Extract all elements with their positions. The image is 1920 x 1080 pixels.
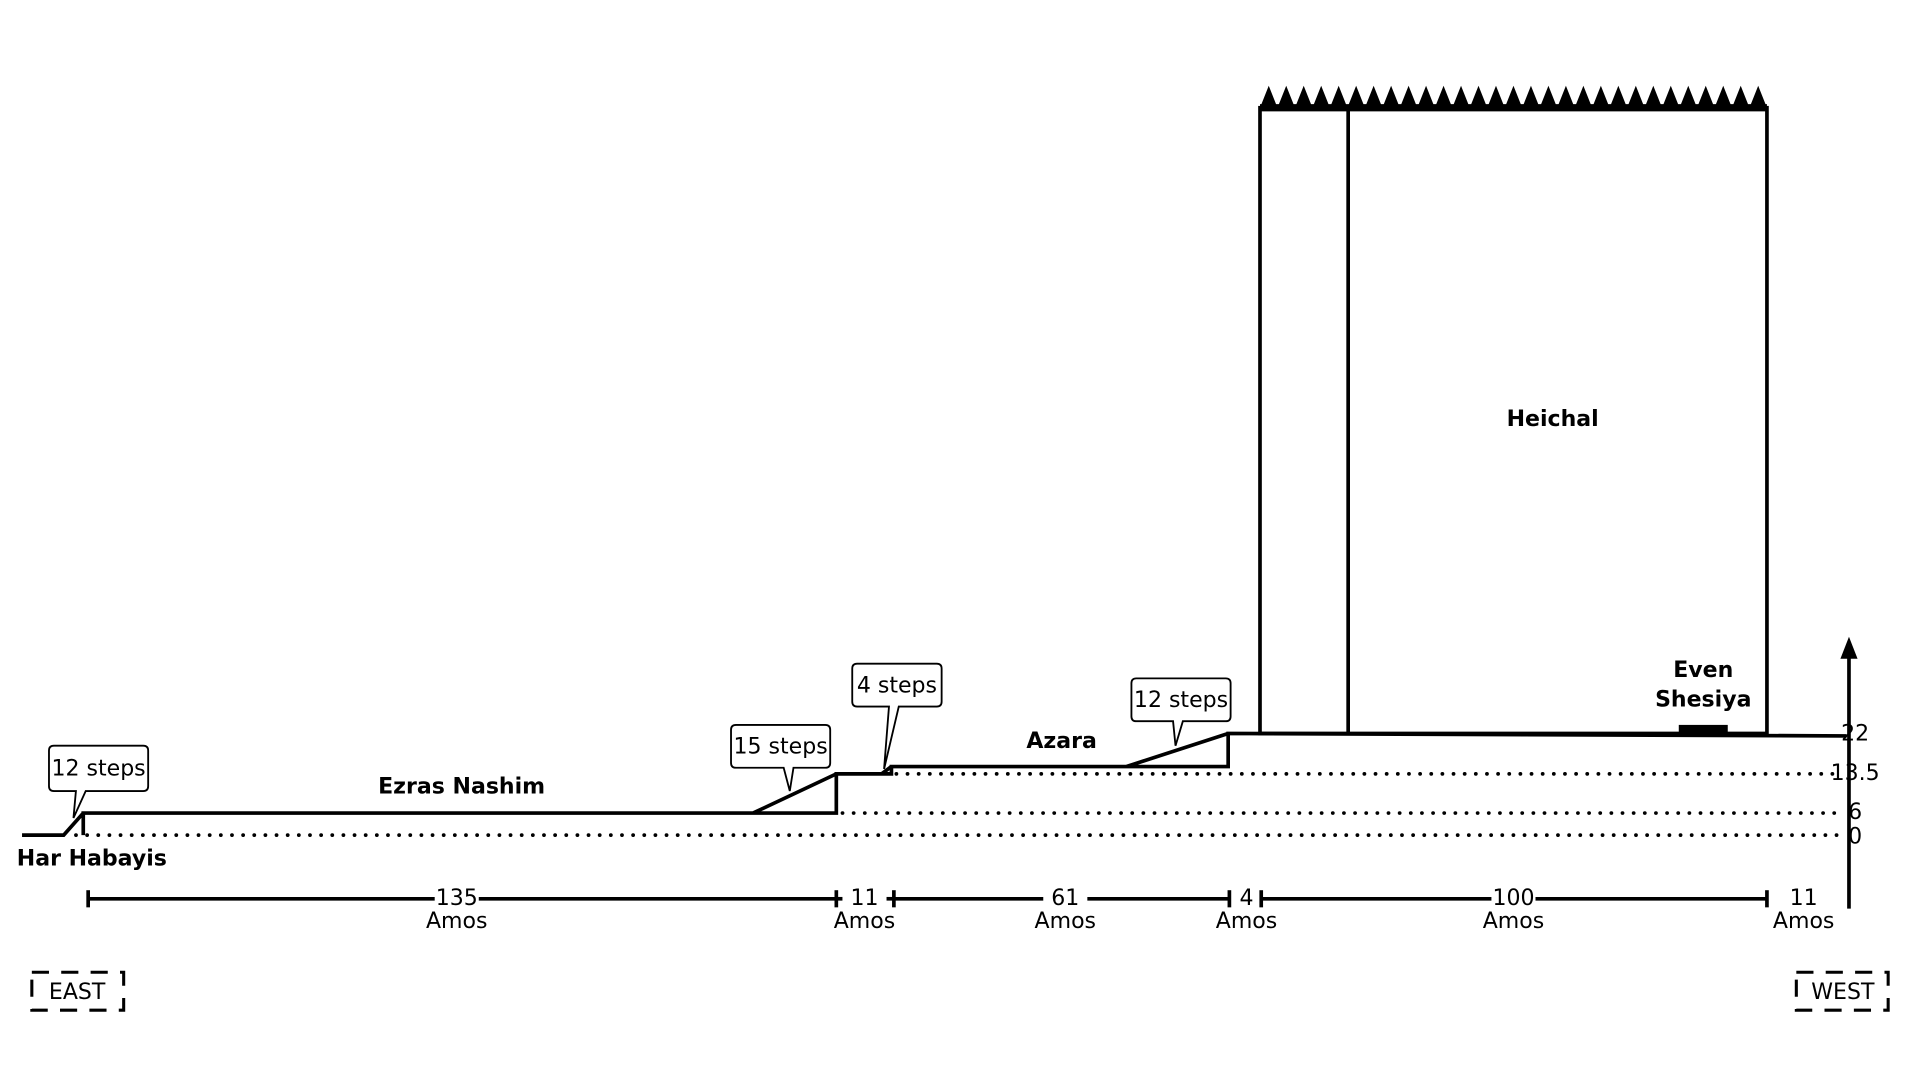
distance-unit: Amos (426, 909, 488, 934)
distance-value: 11 (1790, 886, 1818, 911)
distance-value: 61 (1051, 886, 1079, 911)
area-label: Shesiya (1655, 687, 1751, 712)
direction-box (1794, 970, 1890, 1012)
distance-unit: Amos (834, 909, 896, 934)
distance-unit: Amos (1216, 909, 1278, 934)
distance-value: 4 (1240, 886, 1254, 911)
distance-unit: Amos (1773, 909, 1834, 934)
area-label: Har Habayis (17, 847, 167, 872)
area-label: Even (1673, 658, 1733, 683)
area-label: Ezras Nashim (378, 774, 545, 799)
distance-value: 11 (850, 886, 878, 911)
callout (1130, 677, 1232, 746)
height-label: 0 (1848, 825, 1862, 850)
callout (851, 662, 943, 770)
callout-label: 15 steps (734, 735, 828, 760)
callout-label: 12 steps (1134, 688, 1228, 713)
roof-spikes (1260, 85, 1767, 108)
height-label: 13.5 (1831, 761, 1880, 786)
even-shesiya-stone (1678, 724, 1728, 734)
distance-value: 135 (436, 886, 478, 911)
callout (48, 744, 150, 819)
callout-label: 4 steps (857, 673, 937, 698)
generated: Har Habayis Ezras Nashim Azara Heichal Even S… (17, 407, 1880, 1005)
callout (730, 723, 832, 792)
distance-value: 100 (1492, 886, 1534, 911)
height-label: 6 (1848, 800, 1862, 825)
arrow-head (1840, 636, 1858, 659)
height-label: 22 (1841, 722, 1869, 747)
direction-box (30, 970, 126, 1012)
direction-label: WEST (1811, 980, 1875, 1005)
callout-label: 12 steps (51, 757, 145, 782)
area-label: Heichal (1507, 407, 1599, 432)
area-label: Azara (1026, 729, 1096, 754)
distance-unit: Amos (1035, 909, 1097, 934)
ground-profile (22, 731, 1847, 837)
direction-label: EAST (49, 980, 106, 1005)
distance-unit: Amos (1483, 909, 1544, 934)
